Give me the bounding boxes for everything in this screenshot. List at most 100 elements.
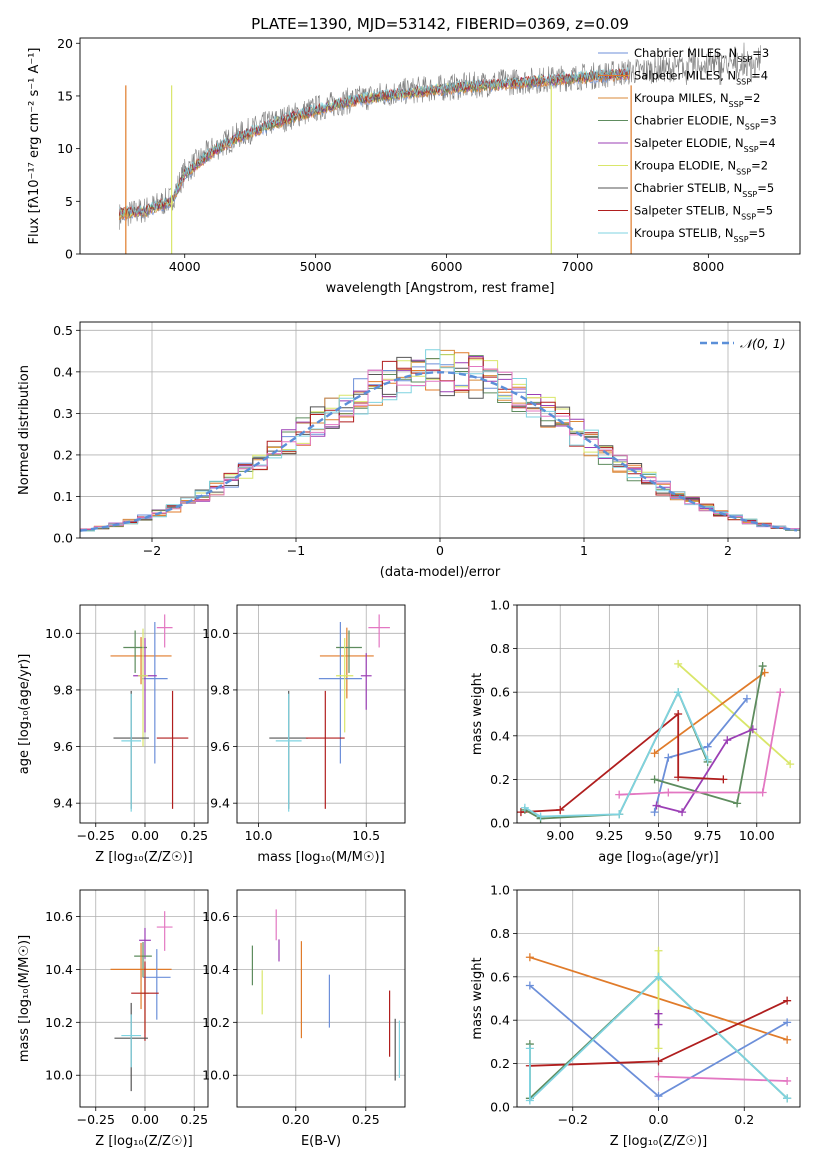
y-tick-label: 0.4	[53, 364, 73, 379]
weight-point-marker	[615, 810, 624, 819]
x-axis-label: wavelength [Angstrom, rest frame]	[326, 281, 555, 296]
y-tick-label: 10.0	[45, 1068, 73, 1083]
axes-frame	[79, 37, 801, 255]
x-axis-label: Z [log₁₀(Z/Z☉)]	[610, 1134, 707, 1149]
plot-area	[110, 911, 173, 1092]
weight-point-marker	[674, 688, 683, 697]
weight-point-marker	[615, 790, 624, 799]
y-axis-label: mass weight	[470, 957, 485, 1039]
y-tick-label: 0.0	[490, 1100, 510, 1115]
x-tick-label: −0.25	[77, 828, 115, 843]
weight-point-marker	[703, 755, 712, 764]
mass-vs-ebv-panel: 0.20 0.25 10.0 10.2 10.4 10.6 E(B-V)	[202, 889, 406, 1149]
spectrum-legend: Chabrier MILES, NSSP=3 Salpeter MILES, NS…	[598, 46, 777, 244]
weight-point-marker	[742, 694, 751, 703]
y-tick-label: 9.4	[53, 796, 73, 811]
x-axis-label: age [log₁₀(age/yr)]	[598, 850, 719, 865]
x-axis-label: (data-model)/error	[380, 565, 501, 580]
age-vs-mass-panel: 10.0 10.5 9.4 9.6 9.8 10.0 mass [log₁₀(M/M☉)]	[202, 604, 406, 865]
axes-frame	[236, 604, 406, 824]
spectrum-plot-area	[118, 42, 761, 254]
x-tick-label: 0.2	[734, 1112, 754, 1127]
x-tick-label: −1	[287, 543, 305, 558]
observed-spectrum	[119, 42, 761, 230]
weight-point-marker	[654, 1057, 663, 1066]
residuals-panel: −2 −1 0 1 2 0.0 0.1 0.2 0.3 0.4 0.5 (data-model)/er…	[17, 321, 801, 580]
weight-point-marker	[748, 725, 757, 734]
weight-series-line	[524, 690, 709, 820]
model-spectrum	[118, 69, 631, 216]
y-tick-label: 9.8	[210, 682, 230, 697]
x-tick-label: 0.25	[180, 1112, 208, 1127]
x-tick-label: 9.25	[595, 828, 623, 843]
weight-series-line	[529, 975, 788, 1103]
x-tick-label: 2	[724, 543, 732, 558]
axes-frame	[516, 889, 801, 1108]
y-tick-label: 0.3	[53, 406, 73, 421]
y-tick-label: 9.6	[53, 739, 73, 754]
weight-point-marker	[520, 803, 529, 812]
axes-frame	[236, 889, 406, 1108]
weight-point-marker	[525, 1044, 534, 1053]
weight-point-marker	[654, 1072, 663, 1081]
y-tick-label: 10.4	[45, 962, 73, 977]
weight-point-marker	[654, 946, 663, 955]
legend-label: Salpeter ELODIE, NSSP=4	[634, 136, 776, 154]
x-tick-label: −2	[143, 543, 161, 558]
y-tick-label: 0.4	[490, 728, 510, 743]
y-tick-label: 9.8	[53, 682, 73, 697]
weight-point-marker	[719, 775, 728, 784]
mass-vs-Z-panel: −0.25 0.00 0.25 10.0 10.2 10.4 10.6 Z [log₁₀(Z/…	[17, 889, 209, 1149]
x-tick-label: 0.00	[131, 828, 159, 843]
legend-label: Chabrier STELIB, NSSP=5	[634, 181, 774, 199]
weight-point-marker	[654, 1092, 663, 1101]
legend-label: Kroupa MILES, NSSP=2	[634, 91, 760, 109]
y-tick-label: 10.0	[202, 626, 230, 641]
x-tick-label: 10.00	[739, 828, 775, 843]
weight-point-marker	[783, 1018, 792, 1027]
y-tick-label: 0.8	[490, 926, 510, 941]
weight-point-marker	[674, 710, 683, 718]
weight-point-marker	[783, 1035, 792, 1044]
x-tick-label: 9.00	[546, 828, 574, 843]
x-tick-label: 0.0	[649, 1112, 669, 1127]
plot-area	[517, 659, 795, 823]
weight-point-marker	[703, 742, 712, 751]
y-tick-label: 0.6	[490, 685, 510, 700]
legend-label: Chabrier ELODIE, NSSP=3	[634, 114, 777, 132]
age-vs-Z-panel: −0.25 0.00 0.25 9.4 9.6 9.8 10.0 Z [log₁₀(Z/Z☉)…	[17, 604, 209, 865]
normal-curve	[80, 371, 798, 532]
weight-point-marker	[783, 996, 792, 1005]
x-tick-label: 0.25	[180, 828, 208, 843]
y-tick-label: 15	[57, 88, 73, 103]
legend-label: Kroupa STELIB, NSSP=5	[634, 226, 765, 244]
y-tick-label: 10.0	[45, 626, 73, 641]
weight-point-marker	[776, 688, 785, 697]
y-tick-label: 9.4	[210, 796, 230, 811]
y-tick-label: 10.6	[202, 909, 230, 924]
y-tick-label: 10.6	[45, 909, 73, 924]
y-axis-label: Normed distribution	[17, 365, 32, 495]
weight-series-line	[656, 728, 754, 814]
plot-area	[110, 614, 189, 812]
weight-point-marker	[650, 749, 659, 758]
x-tick-label: 8000	[692, 259, 724, 274]
weight-point-marker	[674, 659, 683, 668]
x-tick-label: 10.0	[245, 828, 273, 843]
x-tick-label: 1	[580, 543, 588, 558]
y-tick-label: 0.2	[53, 447, 73, 462]
legend-label: Salpeter STELIB, NSSP=5	[634, 204, 773, 222]
weight-point-marker	[650, 808, 659, 817]
y-tick-label: 0.0	[490, 816, 510, 831]
y-tick-label: 0.5	[53, 323, 73, 338]
x-tick-label: 6000	[431, 259, 463, 274]
y-axis-label: age [log₁₀(age/yr)]	[17, 654, 32, 775]
y-tick-label: 0.2	[490, 1056, 510, 1071]
weight-point-marker	[652, 801, 661, 810]
weight-point-marker	[654, 1020, 663, 1029]
weight-series-line	[658, 1075, 788, 1082]
legend-label: Kroupa ELODIE, NSSP=2	[634, 159, 768, 177]
y-tick-label: 0.8	[490, 641, 510, 656]
x-tick-label: 0	[436, 543, 444, 558]
